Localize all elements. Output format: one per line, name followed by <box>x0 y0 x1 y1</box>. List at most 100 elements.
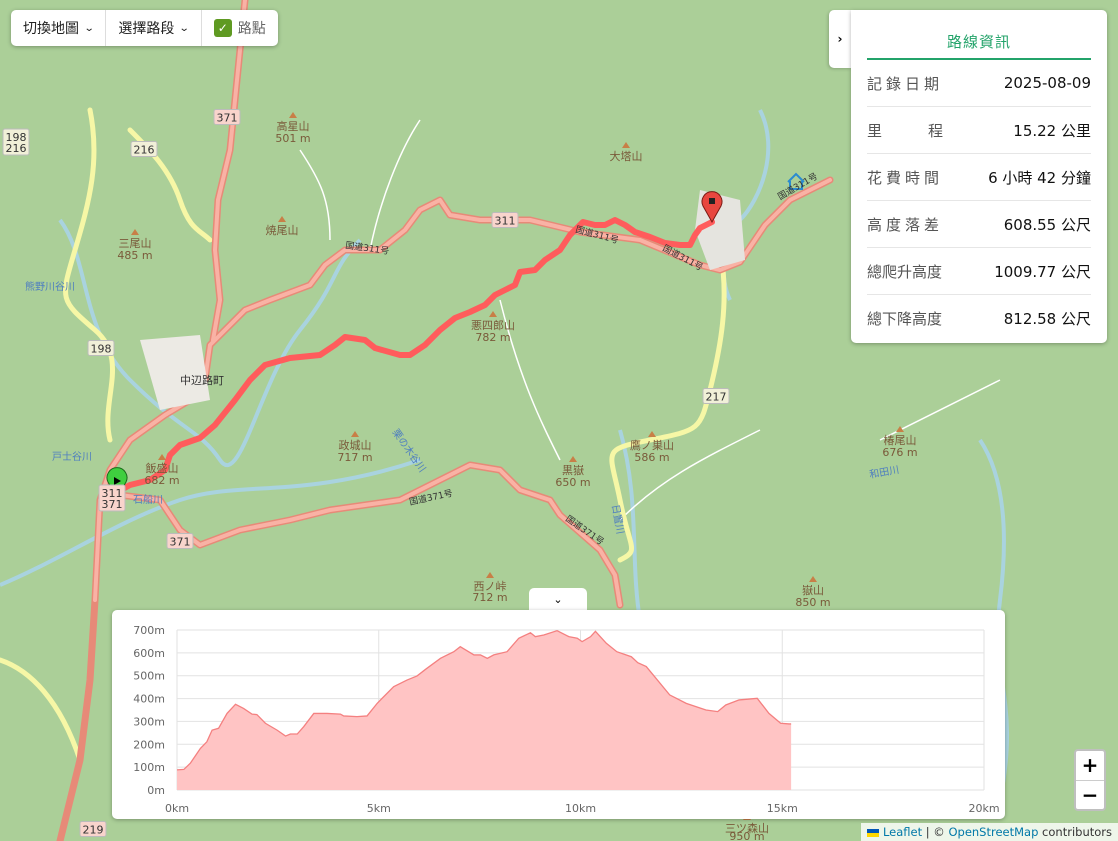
peak-icon <box>896 426 904 432</box>
waypoints-toggle[interactable]: ✓ 路點 <box>202 10 278 46</box>
peak-label: 飯盛山 <box>146 461 179 475</box>
peak-label: 三尾山 <box>119 237 152 250</box>
road-shield-number: 216 <box>6 142 27 155</box>
road-shield <box>79 821 107 837</box>
chevron-down-icon: ⌄ <box>83 22 95 34</box>
checkbox-checked-icon[interactable]: ✓ <box>213 19 232 37</box>
row-value: 2025-08-09 <box>1003 74 1091 92</box>
row-label: 總下降高度 <box>867 310 943 328</box>
route-info-panel: 路線資訊 記錄日期 2025-08-09 里程 15.22 公里 花費時間 6 小時 … <box>851 10 1107 343</box>
road-shield-number: 371 <box>170 536 191 549</box>
peak-elevation: 850 m <box>795 596 830 609</box>
row-value: 1009.77 公尺 <box>994 262 1091 281</box>
peak-icon <box>489 311 497 317</box>
select-segment-label: 選擇路段 <box>118 21 175 37</box>
road-shield <box>166 533 194 549</box>
peak-icon <box>648 431 656 437</box>
end-marker[interactable] <box>701 191 723 224</box>
peak-elevation: 650 m <box>555 476 590 489</box>
peak-elevation: 950 m <box>729 830 764 841</box>
info-row-elevation-diff: 高度落差 608.55 公尺 <box>867 201 1091 248</box>
route-track[interactable] <box>114 217 715 495</box>
y-tick-label: 300m <box>133 715 165 728</box>
road-shield-number: 371 <box>217 112 238 125</box>
switch-map-button[interactable]: 切換地圖 ⌄ <box>11 10 107 46</box>
row-label: 里程 <box>867 121 943 140</box>
attribution-suffix: contributors <box>1038 825 1112 839</box>
peak-label: 鷹ノ巣山 <box>630 438 674 452</box>
shelter-icon <box>787 172 805 190</box>
peak-icon <box>486 572 494 578</box>
road-shield <box>130 141 158 157</box>
row-value: 812.58 公尺 <box>1003 310 1091 328</box>
map-toolbar: 切換地圖 ⌄ 選擇路段 ⌄ ✓ 路點 <box>11 10 278 46</box>
peak-icon <box>809 576 817 582</box>
peak-icon <box>351 431 359 437</box>
attribution-sep: | © <box>922 825 949 839</box>
peak-label: 悪四郎山 <box>471 318 515 332</box>
x-tick-label: 5km <box>367 802 391 815</box>
zoom-control: + − <box>1074 749 1106 811</box>
peak-elevation: 501 m <box>275 132 310 145</box>
river-label: 和田川 <box>868 464 900 481</box>
info-row-date: 記錄日期 2025-08-09 <box>867 60 1091 107</box>
y-tick-label: 100m <box>133 761 165 774</box>
peak-elevation: 485 m <box>117 249 152 262</box>
peak-icon <box>158 454 166 460</box>
road-name-label: 国道311号 <box>345 239 390 257</box>
river-label: 石船川 <box>133 493 163 506</box>
peak-label: 西ノ峠 <box>474 579 507 593</box>
peak-label: 黒嶽 <box>562 464 584 477</box>
peak-label: 椿尾山 <box>884 434 917 447</box>
map-attribution: Leaflet | © OpenStreetMap contributors <box>861 823 1118 841</box>
y-tick-label: 400m <box>133 693 165 706</box>
road-name-label: 国道371号 <box>563 513 606 548</box>
peak-elevation: 682 m <box>144 474 179 487</box>
y-tick-label: 600m <box>133 647 165 660</box>
elevation-chart: 0m 100m 200m 300m 400m 500m 600m 700m 0km 5km 10km… <box>112 610 1005 819</box>
road-shield-number: 311 <box>495 215 516 228</box>
info-panel-collapse-button[interactable]: › <box>829 10 851 68</box>
leaflet-link[interactable]: Leaflet <box>882 825 923 839</box>
start-marker[interactable] <box>106 467 128 500</box>
peak-label: 嶽山 <box>802 584 824 597</box>
road-shield-number: 216 <box>134 144 155 157</box>
y-tick-label: 200m <box>133 738 165 751</box>
peak-elevation: 712 m <box>472 591 507 604</box>
y-tick-label: 0m <box>147 784 165 797</box>
ukraine-flag-icon <box>867 828 880 837</box>
chevron-down-icon: ⌄ <box>553 592 563 606</box>
select-segment-button[interactable]: 選擇路段 ⌄ <box>106 10 202 46</box>
x-tick-label: 0km <box>165 802 189 815</box>
elevation-line <box>176 629 792 771</box>
zoom-in-button[interactable]: + <box>1076 751 1104 781</box>
info-row-total-ascent: 總爬升高度 1009.77 公尺 <box>867 248 1091 295</box>
row-value: 6 小時 42 分鐘 <box>988 168 1091 187</box>
chevron-right-icon: › <box>837 32 843 46</box>
row-label: 記錄日期 <box>867 74 944 93</box>
peak-icon <box>278 216 286 222</box>
osm-link[interactable]: OpenStreetMap <box>948 825 1039 839</box>
road-shield-number: 311 <box>102 487 123 500</box>
road-shield <box>491 212 519 228</box>
peak-elevation: 676 m <box>882 446 917 459</box>
peak-icon <box>569 456 577 462</box>
road-shield <box>98 484 126 512</box>
row-label: 花費時間 <box>867 168 944 187</box>
row-value: 608.55 公尺 <box>1003 215 1091 234</box>
elevation-chart-svg[interactable]: 0m 100m 200m 300m 400m 500m 600m 700m 0km 5km 10km… <box>112 610 1005 819</box>
peak-label: 焼尾山 <box>266 224 299 237</box>
peak-icon <box>622 142 630 148</box>
town-label: 中辺路町 <box>180 374 224 387</box>
zoom-out-button[interactable]: − <box>1081 782 1099 807</box>
peak-label: 高星山 <box>277 119 310 133</box>
waypoints-label: 路點 <box>237 21 266 37</box>
road-shield-number: 198 <box>91 343 112 356</box>
chevron-down-icon: ⌄ <box>179 22 191 34</box>
peak-label: 三ツ森山 <box>725 821 769 835</box>
row-value: 15.22 公里 <box>1013 121 1091 140</box>
chart-collapse-button[interactable]: ⌄ <box>529 588 587 610</box>
road-shield <box>2 128 30 156</box>
x-tick-label: 20km <box>968 802 999 815</box>
